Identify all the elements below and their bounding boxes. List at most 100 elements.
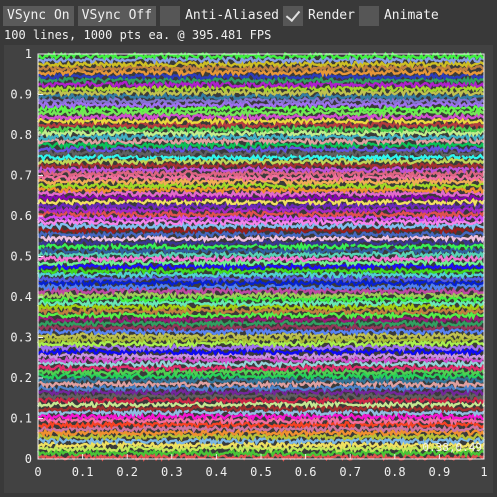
series-line (37, 427, 485, 439)
anti-aliased-checkbox-box[interactable] (160, 5, 181, 26)
series-line (36, 431, 485, 443)
series-line (37, 370, 485, 381)
series-line (37, 297, 485, 309)
render-checkbox[interactable]: Render (283, 5, 355, 26)
series-line (37, 435, 486, 446)
series-line (37, 103, 486, 114)
series-line (37, 241, 486, 252)
y-tick-label: 0.3 (10, 331, 32, 345)
series-line (37, 95, 485, 106)
series-line (37, 164, 485, 175)
series-line (37, 131, 485, 143)
status-text: 100 lines, 1000 pts ea. @ 395.481 FPS (4, 28, 272, 42)
animate-checkbox-box[interactable] (358, 5, 379, 26)
x-tick-label: 1 (480, 465, 487, 479)
series-line (36, 135, 485, 147)
series-line (36, 338, 485, 349)
y-tick-label: 0.8 (10, 128, 32, 142)
series-line (37, 147, 485, 159)
series-line (37, 261, 486, 272)
series-line (37, 439, 486, 451)
series-line (37, 378, 485, 390)
x-tick-label: 0.4 (206, 465, 228, 479)
x-tick-label: 0.6 (295, 465, 317, 479)
animate-checkbox[interactable]: Animate (358, 5, 439, 26)
series-line (37, 225, 485, 236)
x-tick-label: 0 (34, 465, 41, 479)
series-line (36, 313, 485, 325)
series-line (37, 172, 485, 183)
series-line (37, 127, 485, 139)
series-line (37, 387, 485, 398)
series-line (37, 229, 485, 240)
series-line (37, 139, 486, 151)
series-line (37, 188, 485, 199)
anti-aliased-checkbox[interactable]: Anti-Aliased (160, 5, 279, 26)
y-tick-label: 0.6 (10, 209, 32, 223)
render-checkbox-box[interactable] (283, 5, 303, 26)
series-line (36, 374, 485, 386)
series-line (37, 91, 485, 102)
series-line (36, 196, 486, 208)
y-tick-label: 0.4 (10, 290, 32, 304)
x-tick-label: 0.9 (429, 465, 451, 479)
y-tick-label: 0.2 (10, 371, 32, 385)
vsync-off-button[interactable]: VSync Off (77, 5, 157, 26)
series-line (36, 87, 485, 98)
series-line (37, 143, 484, 155)
series-line (37, 282, 485, 292)
series-line (36, 269, 485, 280)
series-line (36, 192, 486, 204)
series-line (37, 350, 485, 361)
series-line (38, 221, 485, 232)
series-line (37, 326, 485, 337)
x-tick-label: 0.5 (250, 465, 272, 479)
series-line (37, 66, 485, 78)
y-tick-label: 0 (25, 452, 32, 466)
series-line (37, 208, 486, 220)
series-line (36, 395, 485, 406)
series-line (37, 285, 485, 297)
x-tick-label: 0.3 (161, 465, 183, 479)
series-line (37, 382, 485, 394)
series-line (37, 317, 485, 329)
plot-axes: 0 0.1 0.2 0.3 0.4 0.5 0.6 0.7 0.8 0.9 1 0 0.1 0.2 0.3 0… (10, 47, 487, 479)
series-line (37, 358, 485, 370)
series-line (36, 111, 485, 122)
series-line (37, 50, 485, 62)
series-line (36, 116, 485, 126)
series-line (37, 249, 486, 260)
series-line (37, 367, 486, 378)
series-line (37, 200, 486, 211)
vsync-on-button[interactable]: VSync On (3, 5, 74, 26)
series-line (37, 443, 485, 454)
series-line (37, 305, 485, 317)
animate-label: Animate (383, 8, 439, 23)
series-line (37, 330, 484, 341)
series-line (37, 78, 485, 90)
mouse-coordinate-readout: 0.38,0.49 (422, 441, 482, 454)
plot-area[interactable]: 0 0.1 0.2 0.3 0.4 0.5 0.6 0.7 0.8 0.9 1 0 0.1 0.2 0.3 0… (4, 45, 493, 493)
plot-svg[interactable]: 0 0.1 0.2 0.3 0.4 0.5 0.6 0.7 0.8 0.9 1 0 0.1 0.2 0.3 0… (4, 45, 493, 493)
series-line (37, 119, 485, 131)
y-tick-label: 1 (25, 47, 32, 61)
series-line (37, 346, 485, 358)
series-line (37, 322, 484, 333)
series-line (37, 168, 486, 179)
y-tick-label: 0.7 (10, 169, 32, 183)
x-tick-label: 0.2 (116, 465, 138, 479)
anti-aliased-label: Anti-Aliased (185, 8, 279, 23)
plot-lines (36, 50, 486, 462)
series-line (37, 334, 485, 345)
y-tick-label: 0.1 (10, 412, 32, 426)
series-line (37, 55, 484, 66)
series-line (37, 82, 485, 94)
series-line (37, 58, 485, 69)
series-line (37, 75, 485, 86)
series-line (36, 399, 486, 410)
series-line (37, 175, 485, 188)
series-line (37, 100, 485, 110)
series-line (37, 180, 485, 191)
series-line (37, 411, 485, 422)
x-tick-label: 0.7 (339, 465, 361, 479)
